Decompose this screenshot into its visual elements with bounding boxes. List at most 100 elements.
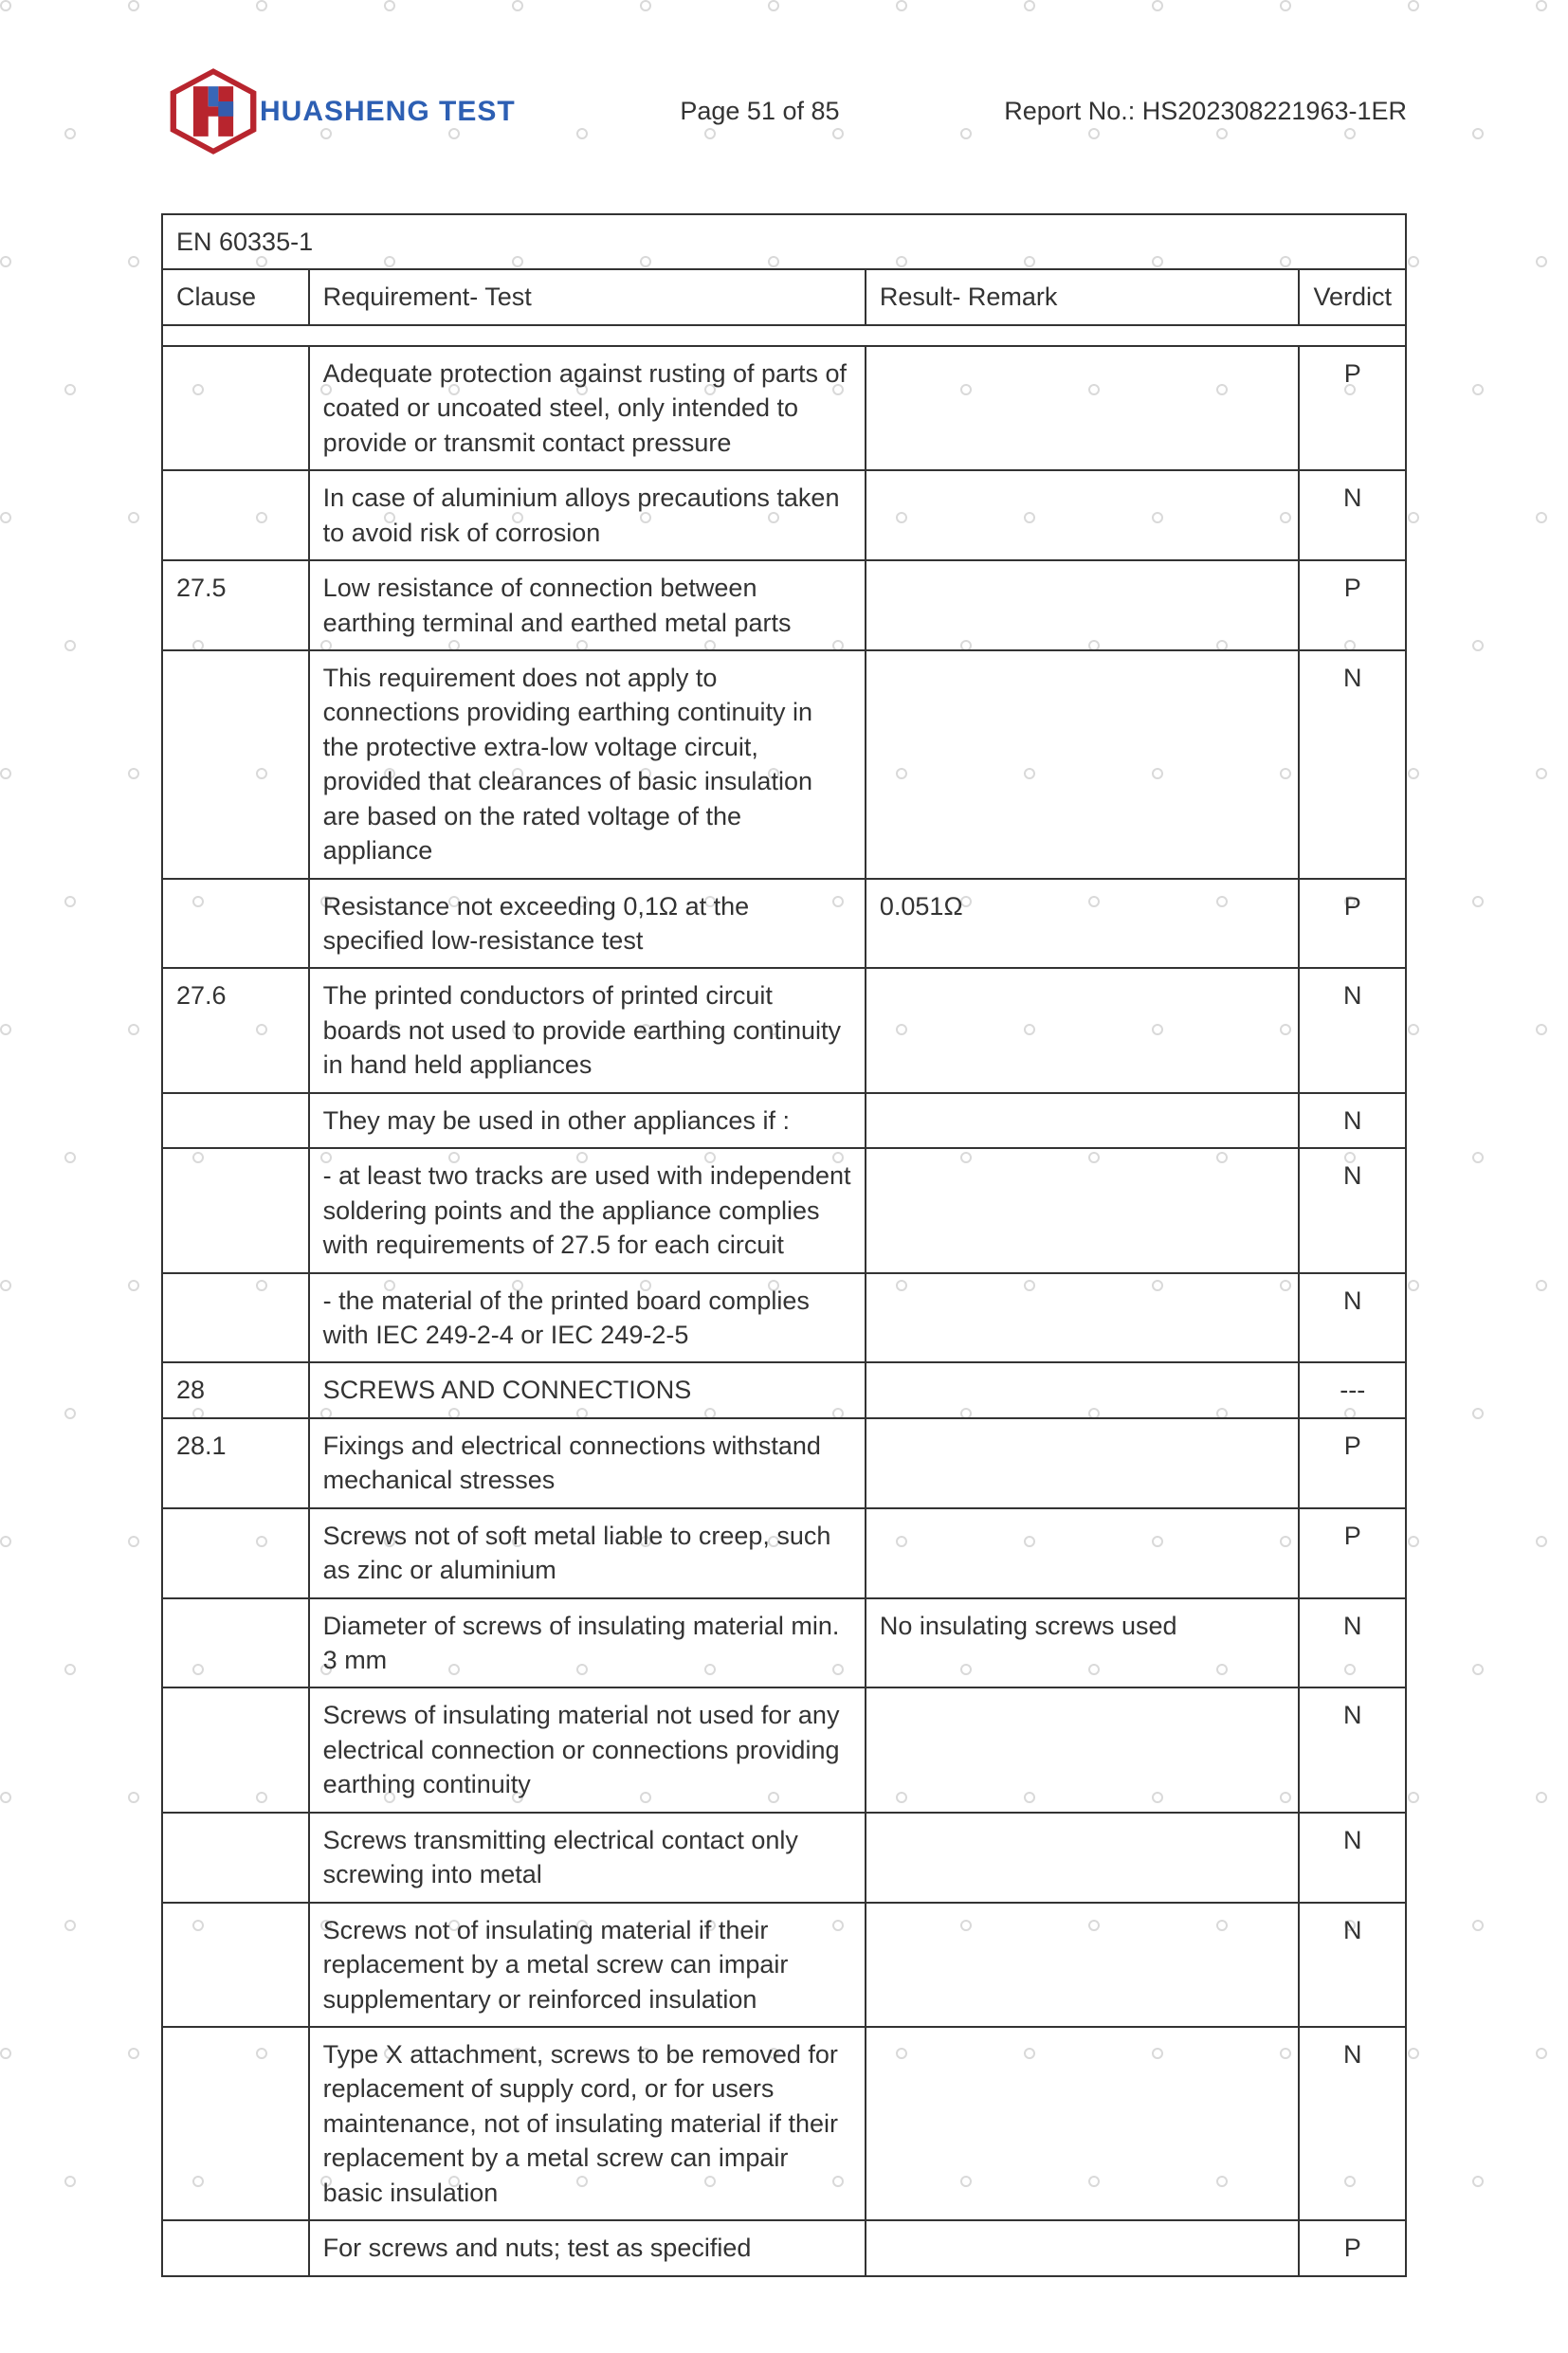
- cell-result: [866, 1093, 1300, 1148]
- cell-result: [866, 1687, 1300, 1812]
- cell-requirement: - the material of the printed board comp…: [309, 1273, 866, 1363]
- requirements-table: EN 60335-1 Clause Requirement- Test Resu…: [161, 213, 1407, 2277]
- cell-verdict: P: [1299, 1418, 1406, 1508]
- cell-requirement: Resistance not exceeding 0,1Ω at the spe…: [309, 879, 866, 969]
- cell-verdict: N: [1299, 1903, 1406, 2027]
- cell-result: [866, 2027, 1300, 2220]
- cell-requirement: Screws not of soft metal liable to creep…: [309, 1508, 866, 1598]
- table-row: Type X attachment, screws to be removed …: [162, 2027, 1406, 2220]
- cell-result: [866, 1508, 1300, 1598]
- cell-requirement: In case of aluminium alloys precautions …: [309, 470, 866, 560]
- table-row: Diameter of screws of insulating materia…: [162, 1598, 1406, 1688]
- cell-verdict: N: [1299, 1093, 1406, 1148]
- table-row: For screws and nuts; test as specified P: [162, 2220, 1406, 2275]
- table-row: This requirement does not apply to conne…: [162, 650, 1406, 879]
- cell-result: [866, 1903, 1300, 2027]
- cell-clause: 28: [162, 1362, 309, 1417]
- cell-result: [866, 1813, 1300, 1903]
- cell-requirement: For screws and nuts; test as specified: [309, 2220, 866, 2275]
- report-number: Report No.: HS202308221963-1ER: [1004, 97, 1407, 126]
- cell-clause: [162, 1598, 309, 1688]
- cell-clause: 27.6: [162, 968, 309, 1092]
- cell-verdict: N: [1299, 470, 1406, 560]
- cell-verdict: N: [1299, 650, 1406, 879]
- cell-requirement: Screws of insulating material not used f…: [309, 1687, 866, 1812]
- page-header: HUASHENG TEST Page 51 of 85 Report No.: …: [161, 66, 1407, 156]
- brand-name: HUASHENG TEST: [260, 96, 516, 128]
- cell-clause: [162, 1273, 309, 1363]
- cell-requirement: Diameter of screws of insulating materia…: [309, 1598, 866, 1688]
- cell-result: [866, 650, 1300, 879]
- cell-clause: [162, 879, 309, 969]
- cell-clause: [162, 2027, 309, 2220]
- cell-clause: [162, 470, 309, 560]
- cell-verdict: N: [1299, 968, 1406, 1092]
- table-row: - at least two tracks are used with inde…: [162, 1148, 1406, 1272]
- cell-verdict: ---: [1299, 1362, 1406, 1417]
- cell-requirement: Fixings and electrical connections withs…: [309, 1418, 866, 1508]
- cell-verdict: P: [1299, 2220, 1406, 2275]
- cell-result: [866, 1418, 1300, 1508]
- cell-requirement: Screws transmitting electrical contact o…: [309, 1813, 866, 1903]
- table-row: 27.6The printed conductors of printed ci…: [162, 968, 1406, 1092]
- cell-clause: [162, 1687, 309, 1812]
- cell-verdict: P: [1299, 879, 1406, 969]
- table-row: Resistance not exceeding 0,1Ω at the spe…: [162, 879, 1406, 969]
- standard-title-row: EN 60335-1: [162, 214, 1406, 269]
- cell-clause: [162, 1148, 309, 1272]
- col-header-requirement: Requirement- Test: [309, 269, 866, 324]
- brand-logo-icon: [161, 66, 265, 156]
- page-container: HUASHENG TEST Page 51 of 85 Report No.: …: [0, 0, 1568, 2353]
- cell-result: [866, 968, 1300, 1092]
- col-header-verdict: Verdict: [1299, 269, 1406, 324]
- cell-result: [866, 1362, 1300, 1417]
- cell-clause: [162, 1813, 309, 1903]
- cell-requirement: They may be used in other appliances if …: [309, 1093, 866, 1148]
- cell-verdict: P: [1299, 1508, 1406, 1598]
- table-row: In case of aluminium alloys precautions …: [162, 470, 1406, 560]
- cell-verdict: P: [1299, 560, 1406, 650]
- cell-clause: [162, 1903, 309, 2027]
- cell-requirement: - at least two tracks are used with inde…: [309, 1148, 866, 1272]
- table-row: They may be used in other appliances if …: [162, 1093, 1406, 1148]
- cell-verdict: N: [1299, 1273, 1406, 1363]
- page-number: Page 51 of 85: [680, 97, 839, 126]
- cell-verdict: P: [1299, 346, 1406, 470]
- cell-requirement: The printed conductors of printed circui…: [309, 968, 866, 1092]
- table-row: Screws of insulating material not used f…: [162, 1687, 1406, 1812]
- table-row: Screws not of insulating material if the…: [162, 1903, 1406, 2027]
- cell-result: 0.051Ω: [866, 879, 1300, 969]
- table-row: 28SCREWS AND CONNECTIONS ---: [162, 1362, 1406, 1417]
- cell-clause: 28.1: [162, 1418, 309, 1508]
- cell-result: [866, 1273, 1300, 1363]
- cell-verdict: N: [1299, 1148, 1406, 1272]
- table-row: - the material of the printed board comp…: [162, 1273, 1406, 1363]
- brand-block: HUASHENG TEST: [161, 66, 516, 156]
- spacer-row: [162, 325, 1406, 346]
- cell-requirement: Low resistance of connection between ear…: [309, 560, 866, 650]
- cell-result: [866, 560, 1300, 650]
- table-row: 27.5Low resistance of connection between…: [162, 560, 1406, 650]
- cell-result: [866, 2220, 1300, 2275]
- cell-clause: [162, 650, 309, 879]
- col-header-result: Result- Remark: [866, 269, 1300, 324]
- cell-clause: [162, 1508, 309, 1598]
- col-header-clause: Clause: [162, 269, 309, 324]
- cell-clause: [162, 346, 309, 470]
- cell-result: No insulating screws used: [866, 1598, 1300, 1688]
- cell-requirement: Type X attachment, screws to be removed …: [309, 2027, 866, 2220]
- cell-requirement: Screws not of insulating material if the…: [309, 1903, 866, 2027]
- cell-result: [866, 1148, 1300, 1272]
- table-row: Adequate protection against rusting of p…: [162, 346, 1406, 470]
- cell-result: [866, 346, 1300, 470]
- cell-requirement: Adequate protection against rusting of p…: [309, 346, 866, 470]
- cell-verdict: N: [1299, 2027, 1406, 2220]
- standard-title: EN 60335-1: [162, 214, 1406, 269]
- cell-clause: [162, 1093, 309, 1148]
- cell-verdict: N: [1299, 1598, 1406, 1688]
- header-row: Clause Requirement- Test Result- Remark …: [162, 269, 1406, 324]
- table-row: Screws transmitting electrical contact o…: [162, 1813, 1406, 1903]
- cell-result: [866, 470, 1300, 560]
- table-row: Screws not of soft metal liable to creep…: [162, 1508, 1406, 1598]
- cell-requirement: SCREWS AND CONNECTIONS: [309, 1362, 866, 1417]
